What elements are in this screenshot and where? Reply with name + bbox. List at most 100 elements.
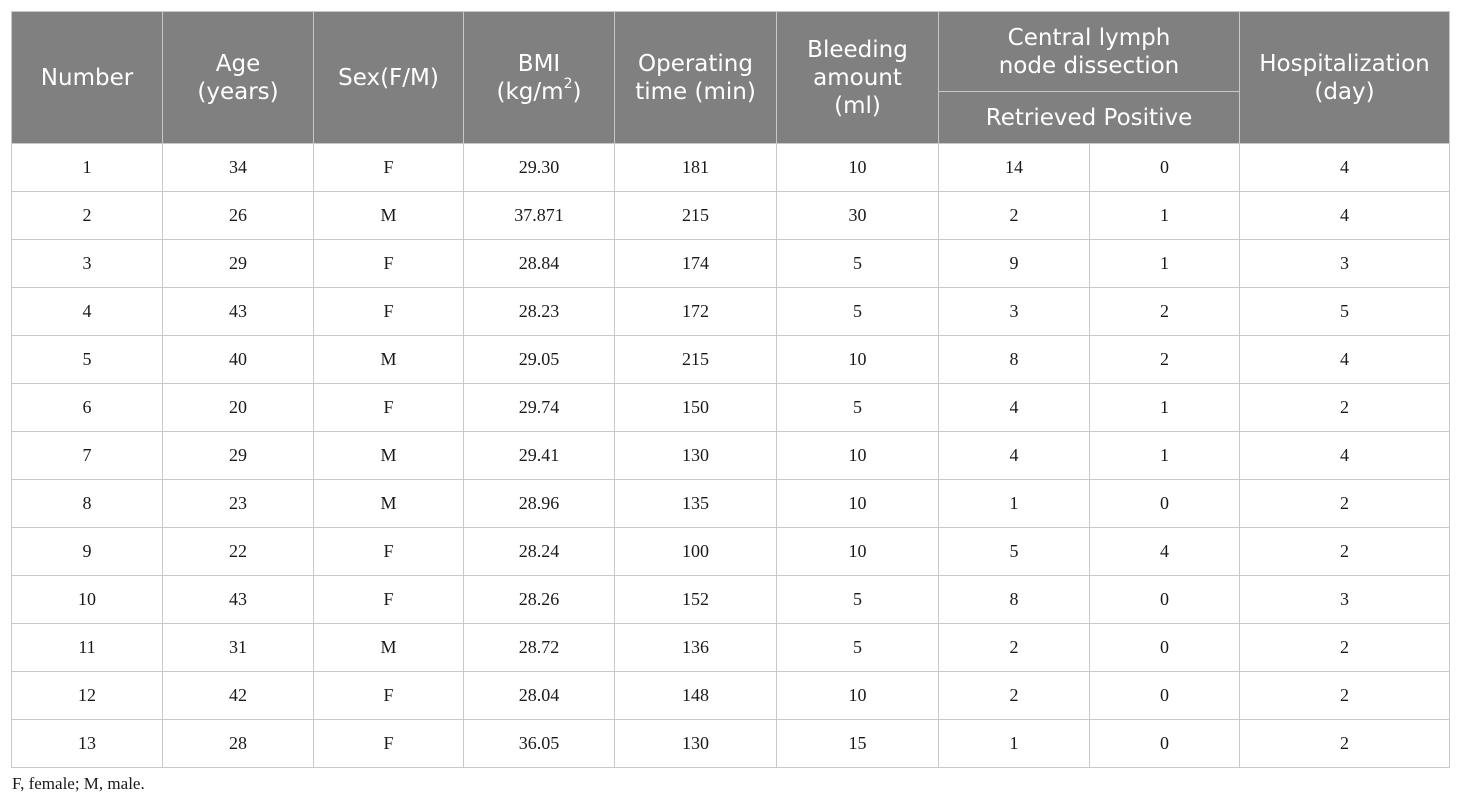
cell-bleeding-amount: 5 (776, 287, 939, 336)
header-central-label: Central lymph (1007, 24, 1171, 51)
header-bleeding-unit: (ml) (834, 92, 881, 119)
header-operating-time: Operating time (min) (614, 11, 777, 144)
cell-operating-time: 136 (614, 623, 777, 672)
cell-hospitalization: 4 (1239, 335, 1450, 384)
cell-operating-time: 135 (614, 479, 777, 528)
cell-bmi: 28.96 (463, 479, 615, 528)
header-age-label: Age (215, 50, 261, 77)
cell-age: 29 (162, 431, 314, 480)
cell-bmi: 28.04 (463, 671, 615, 720)
cell-bmi: 28.84 (463, 239, 615, 288)
cell-number: 3 (11, 239, 163, 288)
cell-age: 40 (162, 335, 314, 384)
cell-positive: 1 (1089, 239, 1240, 288)
cell-bleeding-amount: 10 (776, 431, 939, 480)
cell-age: 29 (162, 239, 314, 288)
cell-bmi: 28.24 (463, 527, 615, 576)
cell-positive: 0 (1089, 143, 1240, 192)
table-footnote: F, female; M, male. (12, 774, 145, 793)
cell-operating-time: 100 (614, 527, 777, 576)
header-bleeding-label: Bleeding (807, 36, 908, 63)
header-hospitalization: Hospitalization (day) (1239, 11, 1450, 144)
cell-number: 9 (11, 527, 163, 576)
cell-positive: 1 (1089, 431, 1240, 480)
header-bmi-label: BMI (517, 50, 561, 77)
cell-age: 43 (162, 287, 314, 336)
cell-hospitalization: 5 (1239, 287, 1450, 336)
cell-operating-time: 150 (614, 383, 777, 432)
cell-operating-time: 174 (614, 239, 777, 288)
cell-operating-time: 130 (614, 431, 777, 480)
cell-retrieved: 2 (938, 623, 1090, 672)
cell-bleeding-amount: 10 (776, 335, 939, 384)
cell-hospitalization: 2 (1239, 479, 1450, 528)
header-retrieved-positive: Retrieved Positive (938, 91, 1240, 144)
cell-operating-time: 152 (614, 575, 777, 624)
cell-number: 4 (11, 287, 163, 336)
cell-bleeding-amount: 15 (776, 719, 939, 768)
cell-sex: F (313, 383, 464, 432)
table-row: 7 29 M 29.41 130 10 4 1 4 (11, 431, 1450, 480)
cell-hospitalization: 3 (1239, 239, 1450, 288)
cell-number: 8 (11, 479, 163, 528)
cell-sex: M (313, 191, 464, 240)
cell-age: 23 (162, 479, 314, 528)
table-row: 6 20 F 29.74 150 5 4 1 2 (11, 383, 1450, 432)
cell-operating-time: 215 (614, 191, 777, 240)
table-row: 9 22 F 28.24 100 10 5 4 2 (11, 527, 1450, 576)
cell-operating-time: 130 (614, 719, 777, 768)
header-bleeding-amount: Bleeding amount (ml) (776, 11, 939, 144)
cell-age: 31 (162, 623, 314, 672)
cell-bleeding-amount: 5 (776, 575, 939, 624)
header-operating-label: Operating (638, 50, 753, 77)
header-sex-label: Sex(F/M) (338, 64, 439, 91)
cell-bmi: 28.23 (463, 287, 615, 336)
cell-retrieved: 9 (938, 239, 1090, 288)
table-row: 8 23 M 28.96 135 10 1 0 2 (11, 479, 1450, 528)
cell-hospitalization: 4 (1239, 431, 1450, 480)
cell-sex: F (313, 287, 464, 336)
cell-hospitalization: 2 (1239, 671, 1450, 720)
cell-positive: 0 (1089, 623, 1240, 672)
header-hospitalization-label: Hospitalization (1259, 50, 1430, 77)
cell-number: 12 (11, 671, 163, 720)
cell-sex: F (313, 143, 464, 192)
cell-operating-time: 181 (614, 143, 777, 192)
data-table-container: Number Age (years) Sex(F/M) BMI (kg/m2) … (11, 11, 1450, 768)
cell-bleeding-amount: 10 (776, 479, 939, 528)
cell-positive: 4 (1089, 527, 1240, 576)
header-subrow: Retrieved Positive (12, 91, 1450, 144)
cell-positive: 1 (1089, 191, 1240, 240)
header-number-label: Number (40, 64, 134, 91)
cell-age: 20 (162, 383, 314, 432)
table-row: 10 43 F 28.26 152 5 8 0 3 (11, 575, 1450, 624)
cell-age: 22 (162, 527, 314, 576)
cell-positive: 1 (1089, 383, 1240, 432)
cell-hospitalization: 4 (1239, 143, 1450, 192)
cell-bmi: 29.05 (463, 335, 615, 384)
patient-data-table: Number Age (years) Sex(F/M) BMI (kg/m2) … (11, 11, 1450, 768)
cell-bleeding-amount: 10 (776, 671, 939, 720)
header-retrieved-positive-label: Retrieved Positive (985, 104, 1193, 131)
cell-sex: F (313, 719, 464, 768)
cell-bleeding-amount: 5 (776, 239, 939, 288)
cell-sex: M (313, 431, 464, 480)
table-row: 3 29 F 28.84 174 5 9 1 3 (11, 239, 1450, 288)
cell-operating-time: 172 (614, 287, 777, 336)
header-age-unit: (years) (197, 78, 279, 105)
header-number: Number (11, 11, 163, 144)
cell-age: 34 (162, 143, 314, 192)
cell-hospitalization: 3 (1239, 575, 1450, 624)
cell-age: 26 (162, 191, 314, 240)
cell-age: 28 (162, 719, 314, 768)
table-row: 5 40 M 29.05 215 10 8 2 4 (11, 335, 1450, 384)
cell-bleeding-amount: 10 (776, 527, 939, 576)
cell-operating-time: 215 (614, 335, 777, 384)
header-central-lymph: Central lymph node dissection (938, 11, 1240, 92)
cell-sex: M (313, 335, 464, 384)
cell-operating-time: 148 (614, 671, 777, 720)
cell-retrieved: 4 (938, 431, 1090, 480)
cell-number: 2 (11, 191, 163, 240)
header-bmi: BMI (kg/m2) (463, 11, 615, 144)
cell-bmi: 29.41 (463, 431, 615, 480)
